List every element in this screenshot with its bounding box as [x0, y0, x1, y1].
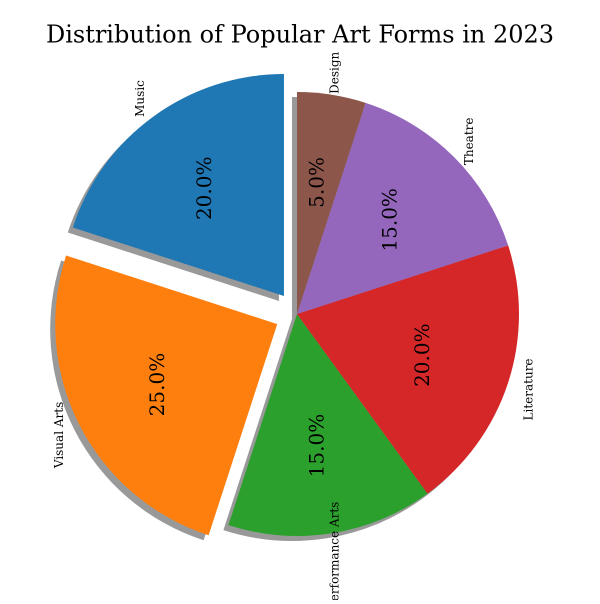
value-label: 15.0% — [378, 188, 402, 252]
wedge — [72, 74, 284, 297]
category-label: Literature — [522, 358, 536, 420]
category-label: Performance Arts — [328, 502, 342, 600]
wedge — [55, 255, 278, 536]
wedge — [228, 314, 428, 536]
value-label: 20.0% — [410, 323, 434, 387]
wedge — [297, 102, 509, 315]
category-label: Visual Arts — [52, 402, 66, 469]
category-label: Design — [328, 51, 342, 93]
value-label: 25.0% — [145, 353, 169, 417]
category-label: Theatre — [462, 117, 476, 165]
wedge — [297, 245, 519, 494]
wedge — [297, 92, 366, 314]
value-label: 5.0% — [304, 157, 328, 208]
value-label: 15.0% — [304, 414, 328, 478]
value-label: 20.0% — [192, 157, 216, 221]
category-label: Music — [133, 80, 147, 117]
chart-title: Distribution of Popular Art Forms in 202… — [46, 21, 554, 49]
